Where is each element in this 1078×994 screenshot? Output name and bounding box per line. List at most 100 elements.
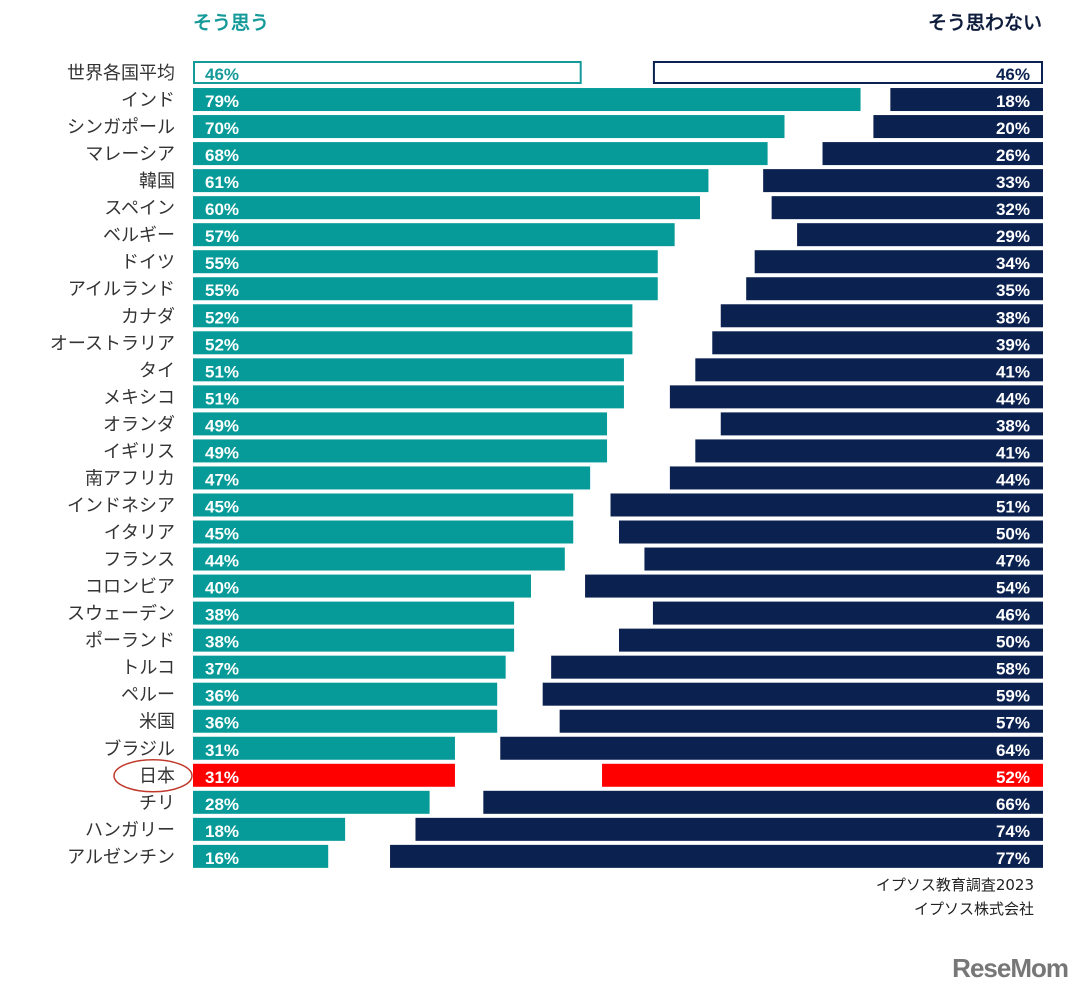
bar-disagree [551, 655, 1043, 679]
bar-agree [193, 574, 531, 598]
category-label: フランス [103, 550, 175, 571]
value-label-agree: 49% [205, 416, 239, 435]
value-label-agree: 51% [205, 389, 239, 408]
category-label: 南アフリカ [85, 468, 175, 489]
category-label: 韓国 [139, 171, 175, 192]
bar-disagree [619, 628, 1043, 652]
bar-agree [193, 412, 608, 436]
category-label: イギリス [103, 441, 175, 462]
bar-agree [193, 277, 658, 301]
category-label: 米国 [139, 712, 175, 733]
value-label-disagree: 74% [996, 822, 1030, 841]
bar-agree [193, 250, 658, 274]
value-label-disagree: 46% [996, 65, 1030, 84]
bar-agree [193, 547, 565, 571]
bar-disagree [542, 682, 1043, 706]
legend-disagree: そう思わない [927, 12, 1042, 34]
bar-disagree [669, 466, 1043, 490]
category-label: アイルランド [68, 279, 175, 300]
bar-agree [193, 709, 498, 733]
category-label: ペルー [121, 685, 175, 706]
value-label-disagree: 50% [996, 633, 1030, 652]
value-label-agree: 79% [205, 92, 239, 111]
bar-disagree [644, 547, 1043, 571]
category-label: 世界各国平均 [67, 63, 175, 84]
value-label-disagree: 58% [996, 660, 1030, 679]
bar-disagree [610, 493, 1043, 517]
bar-disagree [712, 331, 1043, 355]
value-label-agree: 68% [205, 146, 239, 165]
bar-agree [193, 817, 346, 841]
bar-agree [193, 358, 624, 382]
value-label-disagree: 39% [996, 335, 1030, 354]
category-label: マレーシア [85, 144, 175, 165]
bar-agree [193, 61, 582, 84]
bar-disagree [873, 115, 1043, 139]
category-label: ドイツ [121, 252, 175, 273]
value-label-agree: 55% [205, 254, 239, 273]
bar-disagree [746, 277, 1043, 301]
highlight-circle [113, 759, 193, 793]
category-label: シンガポール [67, 117, 175, 138]
value-label-disagree: 38% [996, 308, 1030, 327]
bar-disagree [890, 88, 1043, 112]
category-label: オランダ [103, 414, 175, 435]
category-label: オーストラリア [50, 333, 175, 354]
value-label-disagree: 44% [996, 389, 1030, 408]
value-label-agree: 31% [205, 741, 239, 760]
value-label-disagree: 29% [996, 227, 1030, 246]
bar-disagree [763, 169, 1043, 193]
value-label-agree: 36% [205, 687, 239, 706]
value-label-agree: 49% [205, 443, 239, 462]
value-label-agree: 28% [205, 795, 239, 814]
bar-agree [193, 142, 768, 166]
category-label: ベルギー [103, 225, 175, 246]
category-label: ハンガリー [85, 820, 175, 841]
bar-agree [193, 439, 608, 463]
value-label-disagree: 35% [996, 281, 1030, 300]
category-label: イタリア [104, 523, 175, 544]
value-label-agree: 16% [205, 849, 239, 868]
value-label-agree: 38% [205, 606, 239, 625]
category-label: カナダ [121, 306, 175, 327]
value-label-agree: 61% [205, 173, 239, 192]
bar-agree [193, 763, 455, 787]
bar-agree [193, 736, 455, 760]
bar-disagree [652, 601, 1043, 625]
bar-disagree [619, 520, 1043, 544]
value-label-agree: 52% [205, 335, 239, 354]
value-label-agree: 37% [205, 660, 239, 679]
bar-agree [193, 331, 633, 355]
value-label-agree: 46% [205, 65, 239, 84]
value-label-agree: 45% [205, 497, 239, 516]
bar-agree [193, 844, 329, 868]
bar-disagree [822, 142, 1043, 166]
value-label-agree: 52% [205, 308, 239, 327]
bar-disagree [720, 304, 1043, 328]
bar-agree [193, 655, 506, 679]
value-label-disagree: 66% [996, 795, 1030, 814]
value-label-disagree: 44% [996, 470, 1030, 489]
value-label-agree: 47% [205, 470, 239, 489]
source-line-2: イプソス株式会社 [913, 900, 1034, 918]
bar-agree [193, 466, 591, 490]
value-label-disagree: 52% [996, 768, 1030, 787]
bar-disagree [695, 439, 1043, 463]
category-label: メキシコ [103, 387, 175, 408]
value-label-agree: 44% [205, 552, 239, 571]
bar-disagree [559, 709, 1043, 733]
value-label-agree: 36% [205, 714, 239, 733]
bar-disagree [483, 790, 1043, 814]
value-label-disagree: 47% [996, 552, 1030, 571]
value-label-disagree: 41% [996, 362, 1030, 381]
legend-agree: そう思う [193, 12, 270, 34]
bar-disagree [652, 61, 1043, 84]
bar-agree [193, 385, 624, 409]
resemom-logo: ReseMom [952, 953, 1069, 983]
value-label-disagree: 51% [996, 497, 1030, 516]
category-label: インド [121, 90, 175, 111]
value-label-disagree: 41% [996, 443, 1030, 462]
value-label-disagree: 57% [996, 714, 1030, 733]
bar-agree [193, 304, 633, 328]
value-label-disagree: 34% [996, 254, 1030, 273]
